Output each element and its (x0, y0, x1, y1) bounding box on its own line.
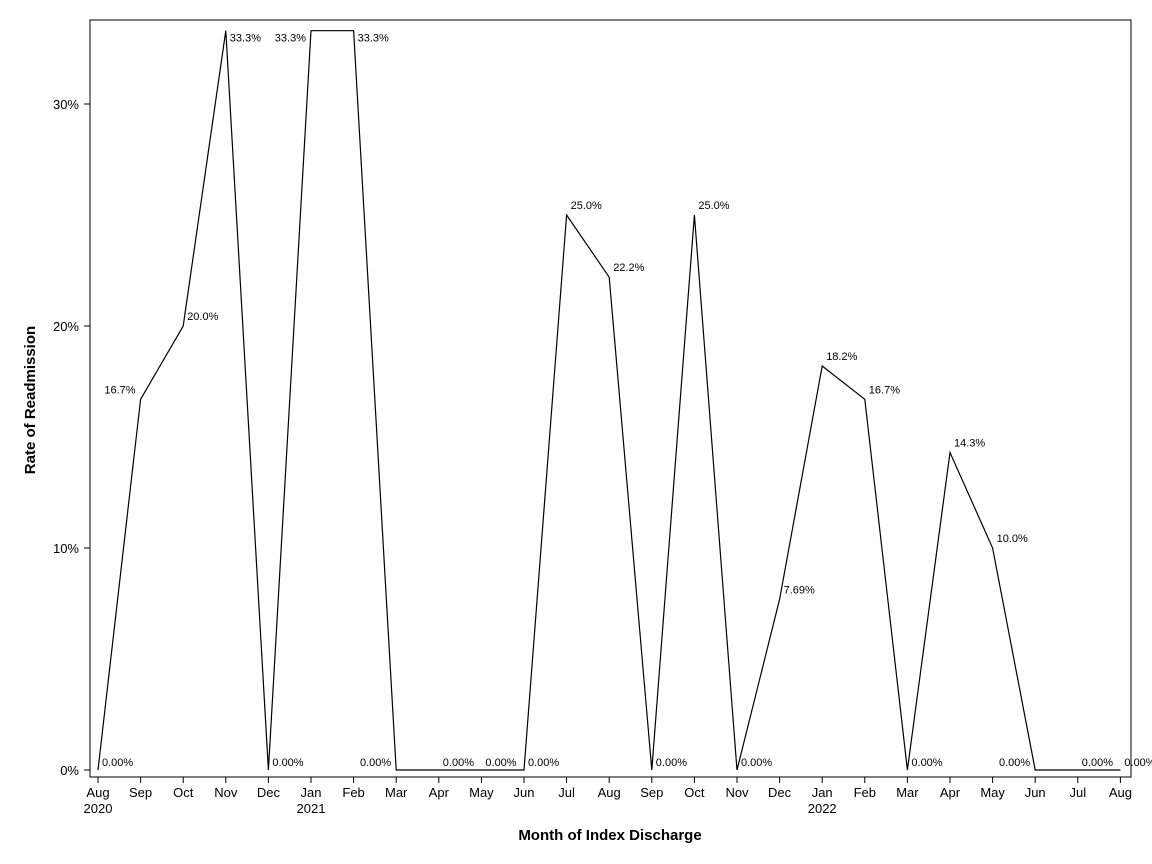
data-label: 16.7% (869, 384, 900, 396)
x-tick-year-label: 2022 (808, 801, 837, 816)
x-tick-label: Jul (1069, 785, 1086, 800)
x-tick-label: Sep (129, 785, 152, 800)
x-tick-label: May (469, 785, 494, 800)
x-tick-label: Apr (940, 785, 961, 800)
data-label: 0.00% (272, 757, 303, 769)
x-tick-label: Aug (598, 785, 621, 800)
data-labels: 0.00% 16.7% 20.0% 33.3% 0.00% 33.3% 33.3% 0.00%… (102, 33, 1152, 769)
x-tick-label: Oct (173, 785, 194, 800)
x-tick-label: Oct (684, 785, 705, 800)
y-tick-label: 30% (53, 97, 79, 112)
x-tick-year-label: 2021 (297, 801, 326, 816)
data-label: 0.00% (528, 757, 559, 769)
x-tick-label: Nov (725, 785, 749, 800)
data-label: 0.00% (656, 757, 687, 769)
data-label: 0.00% (443, 757, 474, 769)
y-tick-label: 20% (53, 319, 79, 334)
x-tick-label: May (980, 785, 1005, 800)
data-label: 10.0% (997, 533, 1028, 545)
data-label: 33.3% (230, 33, 261, 45)
x-tick-label: Jun (514, 785, 535, 800)
data-label: 25.0% (698, 200, 729, 212)
x-tick-label: Dec (257, 785, 281, 800)
series-polyline (97, 30, 1121, 771)
data-label: 25.0% (571, 200, 602, 212)
y-tick-label: 0% (60, 763, 79, 778)
data-label: 16.7% (104, 384, 135, 396)
data-label: 0.00% (360, 757, 391, 769)
data-label: 0.00% (741, 757, 772, 769)
data-label: 0.00% (102, 757, 133, 769)
data-label: 33.3% (275, 33, 306, 45)
y-axis-title: Rate of Readmission (22, 326, 39, 474)
x-axis-title: Month of Index Discharge (518, 827, 701, 844)
y-tick-label: 10% (53, 541, 79, 556)
data-label: 33.3% (358, 33, 389, 45)
x-tick-label: Aug (86, 785, 109, 800)
plot-frame (89, 19, 1132, 778)
data-label: 0.00% (1124, 757, 1152, 769)
data-label: 0.00% (911, 757, 942, 769)
y-axis: 0% 10% 20% 30% (53, 97, 90, 778)
series-line (97, 30, 1121, 771)
data-label: 0.00% (1082, 757, 1113, 769)
x-tick-label: Jun (1025, 785, 1046, 800)
data-label: 14.3% (954, 438, 985, 450)
x-tick-label: Apr (429, 785, 450, 800)
x-tick-label: Dec (768, 785, 792, 800)
x-tick-label: Feb (854, 785, 876, 800)
x-tick-label: Nov (214, 785, 238, 800)
x-tick-label: Feb (342, 785, 364, 800)
data-label: 0.00% (485, 757, 516, 769)
data-label: 20.0% (187, 311, 218, 323)
data-label: 18.2% (826, 351, 857, 363)
x-tick-label: Jan (301, 785, 322, 800)
x-tick-label: Jul (558, 785, 575, 800)
x-tick-year-label: 2020 (84, 801, 113, 816)
x-tick-label: Mar (385, 785, 408, 800)
x-tick-label: Mar (896, 785, 919, 800)
x-tick-label: Aug (1109, 785, 1132, 800)
data-label: 7.69% (784, 584, 815, 596)
x-tick-label: Sep (640, 785, 663, 800)
x-tick-label: Jan (812, 785, 833, 800)
data-label: 0.00% (999, 757, 1030, 769)
data-label: 22.2% (613, 262, 644, 274)
